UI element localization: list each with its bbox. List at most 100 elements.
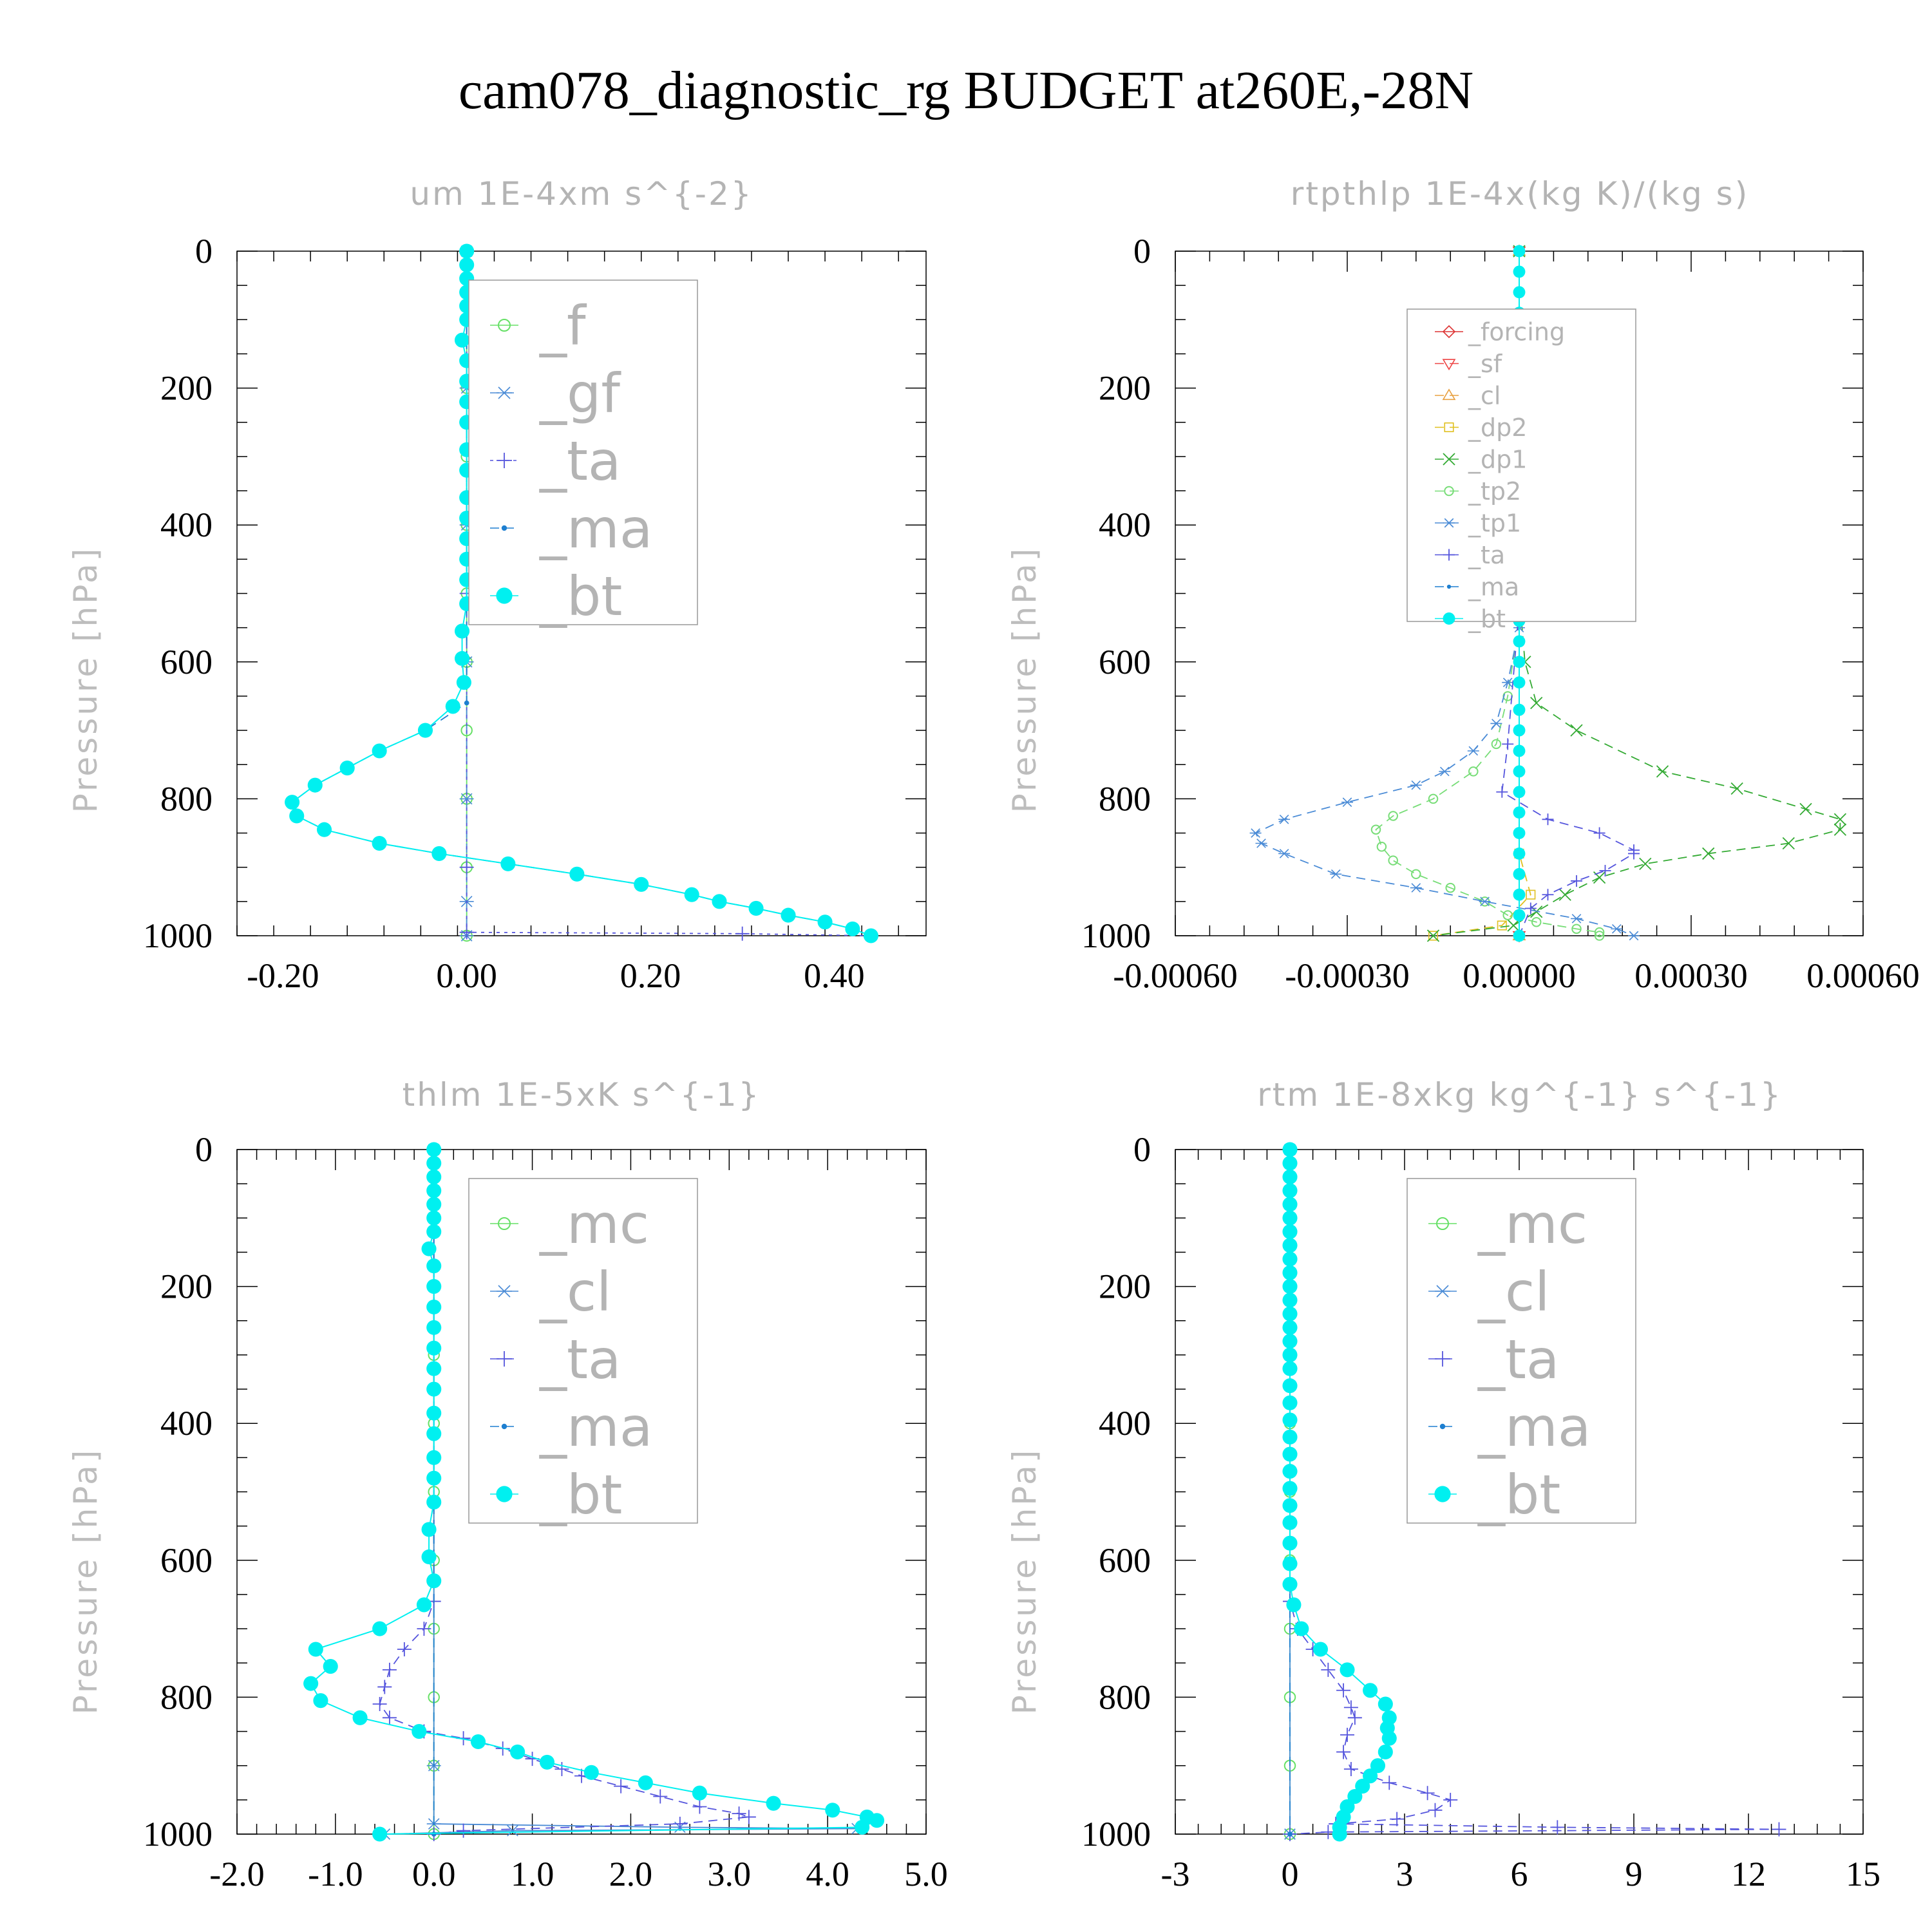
panel-title-rtpthlp: rtpthlp 1E-4x(kg K)/(kg s) — [1291, 175, 1749, 213]
legend-item-bt: _bt — [1428, 1463, 1560, 1526]
legend-marker — [497, 1351, 512, 1367]
x-tick-label: 12 — [1731, 1855, 1766, 1893]
panel-title-rtm: rtm 1E-8xkg kg^{-1} s^{-1} — [1257, 1076, 1783, 1113]
legend-label: _tp1 — [1468, 509, 1521, 538]
data-point — [1341, 797, 1353, 808]
y-tick-label: 200 — [1099, 369, 1151, 408]
data-point — [372, 1826, 388, 1842]
legend-label: _mc — [539, 1193, 649, 1256]
data-point — [1513, 635, 1526, 648]
legend-marker — [1443, 549, 1455, 561]
y-tick-label: 1000 — [143, 1815, 213, 1853]
y-tick-label: 800 — [160, 1678, 213, 1716]
legend-item-tp1: _tp1 — [1435, 509, 1521, 538]
data-point — [1370, 824, 1381, 835]
x-tick-label: 5.0 — [904, 1855, 948, 1893]
data-point — [454, 650, 470, 667]
data-point — [1343, 1762, 1358, 1777]
data-point — [1439, 766, 1451, 777]
data-point — [426, 1258, 442, 1274]
data-point — [313, 1693, 328, 1709]
legend-marker — [1443, 453, 1455, 466]
legend-label: _mc — [1477, 1193, 1587, 1256]
data-point — [1282, 1535, 1298, 1551]
x-tick-label: 0.00000 — [1463, 956, 1576, 995]
data-point — [1594, 927, 1605, 938]
data-point — [1282, 1412, 1298, 1428]
data-point — [1363, 1683, 1378, 1698]
data-point — [323, 1659, 338, 1674]
series-ta — [1496, 245, 1640, 942]
data-point — [614, 1779, 629, 1794]
data-point — [781, 907, 796, 923]
data-point — [1513, 847, 1526, 860]
data-point — [1282, 1515, 1298, 1530]
data-point — [1282, 1251, 1298, 1267]
data-point — [426, 1340, 442, 1356]
data-point — [1468, 766, 1479, 777]
legend-label: _f — [539, 294, 587, 357]
data-point — [1390, 1812, 1405, 1826]
y-axis-label-rtpthlp: Pressure [hPa] — [1006, 546, 1043, 813]
legend-marker — [1436, 1217, 1449, 1230]
data-point — [583, 1765, 599, 1780]
y-tick-label: 0 — [1133, 1130, 1151, 1169]
legend-label: _ma — [1468, 573, 1519, 601]
legend-label: _dp1 — [1468, 446, 1527, 474]
legend-marker — [1442, 388, 1456, 401]
data-point — [1282, 1334, 1298, 1349]
legend-box — [1406, 308, 1636, 622]
data-point — [454, 623, 470, 639]
data-point — [426, 1494, 442, 1510]
data-point — [634, 876, 649, 892]
legend-label: _bt — [1468, 605, 1506, 633]
data-point — [470, 1734, 486, 1750]
data-point — [1502, 910, 1513, 920]
data-point — [1639, 857, 1652, 871]
legend-marker — [498, 319, 511, 332]
data-point — [464, 700, 469, 706]
data-point — [426, 1299, 442, 1315]
data-point — [417, 1622, 431, 1636]
data-point — [1382, 1776, 1397, 1790]
data-point — [869, 1813, 885, 1828]
data-point — [1282, 1197, 1298, 1212]
x-tick-label: -0.00060 — [1113, 956, 1237, 995]
series-line-dp1 — [1433, 251, 1841, 936]
legend: _f_gf_ta_ma_bt — [468, 279, 698, 628]
series-bt — [1282, 1142, 1397, 1842]
y-tick-label: 1000 — [1081, 1815, 1151, 1853]
legend-label: _bt — [539, 565, 622, 628]
data-point — [1282, 1361, 1298, 1376]
data-point — [1513, 867, 1526, 880]
data-point — [1502, 738, 1514, 750]
data-point — [456, 675, 471, 690]
data-point — [1513, 245, 1526, 258]
x-tick-label: 2.0 — [609, 1855, 653, 1893]
data-point — [863, 928, 878, 943]
data-point — [426, 1155, 442, 1171]
x-tick-label: 0.40 — [804, 956, 865, 995]
data-point — [1347, 1788, 1363, 1804]
panel-rtm: rtm 1E-8xkg kg^{-1} s^{-1} Pressure [hPa… — [1006, 1076, 1880, 1893]
legend-marker — [497, 386, 512, 399]
data-point — [1799, 802, 1812, 815]
data-point — [1628, 931, 1640, 941]
y-tick-label: 0 — [195, 1130, 213, 1169]
legend-item-ma: _ma — [490, 497, 652, 560]
legend-item-gf: _gf — [490, 362, 621, 425]
data-point — [1376, 842, 1387, 852]
data-point — [1513, 656, 1526, 668]
data-point — [1278, 849, 1291, 858]
data-point — [1321, 1662, 1336, 1677]
data-point — [1294, 1621, 1309, 1636]
y-tick-label: 600 — [160, 643, 213, 681]
data-point — [1490, 719, 1502, 728]
legend-label: _bt — [1477, 1463, 1560, 1526]
data-point — [855, 1819, 870, 1835]
data-point — [417, 723, 433, 738]
data-point — [1443, 1792, 1458, 1807]
data-point — [1282, 1378, 1298, 1394]
data-point — [684, 887, 699, 902]
